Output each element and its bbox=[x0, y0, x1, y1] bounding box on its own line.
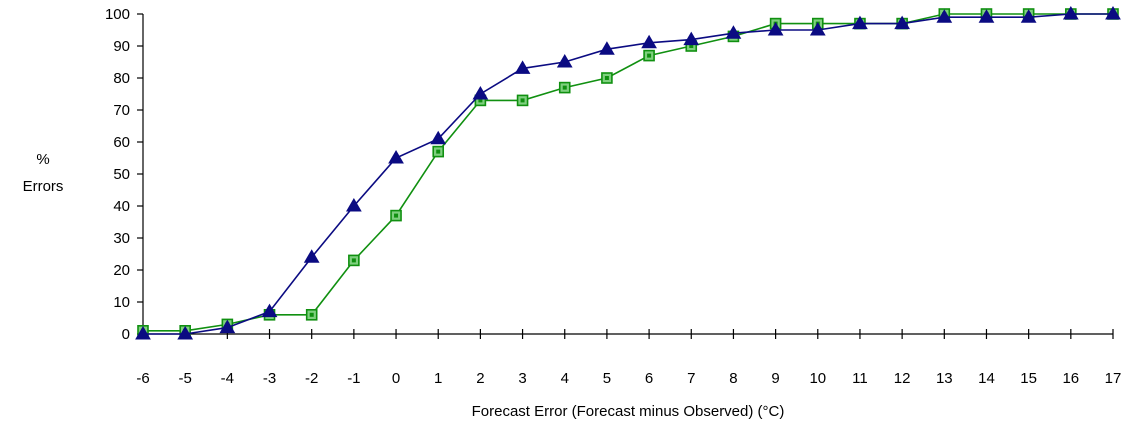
x-tick-label: 6 bbox=[645, 370, 653, 387]
x-tick-label: 12 bbox=[894, 370, 911, 387]
triangle-marker bbox=[978, 9, 995, 23]
x-tick-label: 11 bbox=[852, 370, 868, 387]
triangle-marker bbox=[809, 22, 826, 36]
triangle-marker bbox=[683, 31, 700, 46]
x-tick-label: 15 bbox=[1020, 370, 1037, 387]
x-tick-label: -2 bbox=[305, 370, 318, 387]
triangle-marker bbox=[514, 60, 531, 74]
x-tick-label: -4 bbox=[221, 370, 234, 387]
triangle-marker bbox=[472, 86, 489, 100]
triangle-marker bbox=[936, 9, 953, 23]
triangle-marker bbox=[345, 198, 362, 212]
y-tick-label: 60 bbox=[113, 134, 130, 151]
triangle-marker bbox=[852, 15, 868, 30]
triangle-marker bbox=[219, 319, 236, 334]
x-ticks: -6 -5 -4 -3 -2 -1 0 1 2 3 4 5 6 7 8 9 10 11 12 13 14 15 16 17 bbox=[136, 329, 1121, 387]
triangle-marker bbox=[1020, 9, 1037, 23]
x-tick-label: 0 bbox=[392, 370, 400, 387]
square-marker-center bbox=[394, 213, 399, 218]
square-marker-center bbox=[647, 53, 652, 58]
square-marker-center bbox=[436, 149, 441, 154]
series-line bbox=[143, 13, 1113, 335]
square-marker-center bbox=[604, 76, 609, 80]
y-tick-label: 40 bbox=[113, 198, 130, 215]
triangle-marker bbox=[894, 15, 911, 30]
square-marker-center bbox=[520, 98, 525, 103]
triangle-marker bbox=[556, 54, 573, 68]
y-axis-title-line-1: % bbox=[36, 151, 49, 168]
y-ticks: 0 10 20 30 40 50 60 70 80 90 100 bbox=[105, 6, 143, 343]
x-tick-label: 5 bbox=[603, 370, 611, 387]
x-tick-label: 2 bbox=[476, 370, 484, 387]
triangle-marker bbox=[177, 326, 194, 340]
y-tick-label: 50 bbox=[113, 166, 130, 183]
triangle-marker bbox=[430, 130, 447, 145]
square-marker-center bbox=[478, 98, 483, 103]
x-tick-label: 7 bbox=[687, 370, 695, 387]
x-tick-label: -1 bbox=[347, 370, 360, 387]
series-layer bbox=[135, 6, 1121, 340]
triangle-marker bbox=[599, 41, 615, 55]
x-tick-label: 1 bbox=[434, 370, 442, 387]
triangle-marker bbox=[767, 22, 784, 36]
triangle-marker bbox=[1105, 6, 1121, 20]
square-marker-center bbox=[562, 85, 567, 90]
square-marker-center bbox=[689, 44, 694, 48]
x-tick-label: 16 bbox=[1062, 370, 1079, 387]
x-tick-label: 4 bbox=[561, 370, 569, 387]
triangle-marker bbox=[388, 150, 404, 164]
y-axis-title-line-2: Errors bbox=[23, 178, 64, 195]
y-tick-label: 0 bbox=[122, 326, 130, 343]
series-line bbox=[143, 13, 1113, 332]
x-tick-label: 3 bbox=[518, 370, 526, 387]
x-tick-label: -5 bbox=[179, 370, 192, 387]
triangle-marker bbox=[303, 249, 320, 263]
triangle-marker bbox=[641, 34, 657, 49]
triangle-marker bbox=[135, 326, 151, 340]
x-tick-label: 17 bbox=[1105, 370, 1122, 387]
triangle-marker bbox=[1062, 6, 1079, 20]
x-tick-label: 8 bbox=[729, 370, 737, 387]
x-tick-label: -3 bbox=[263, 370, 276, 387]
y-tick-label: 10 bbox=[113, 294, 130, 311]
x-tick-label: 14 bbox=[978, 370, 995, 387]
triangle-marker bbox=[261, 303, 278, 318]
square-marker-center bbox=[309, 312, 314, 317]
x-axis-title: Forecast Error (Forecast minus Observed)… bbox=[472, 403, 785, 420]
y-tick-label: 70 bbox=[113, 102, 130, 119]
y-tick-label: 30 bbox=[113, 230, 130, 247]
series-square bbox=[137, 8, 1119, 337]
x-tick-label: 10 bbox=[809, 370, 826, 387]
triangle-marker bbox=[725, 25, 742, 39]
x-tick-label: -6 bbox=[136, 370, 149, 387]
y-tick-label: 20 bbox=[113, 262, 130, 279]
x-tick-label: 13 bbox=[936, 370, 953, 387]
square-marker-center bbox=[351, 258, 356, 263]
y-tick-label: 100 bbox=[105, 6, 130, 23]
y-tick-label: 90 bbox=[113, 38, 130, 55]
y-tick-label: 80 bbox=[113, 70, 130, 87]
series-triangle bbox=[135, 6, 1121, 340]
x-tick-label: 9 bbox=[771, 370, 779, 387]
